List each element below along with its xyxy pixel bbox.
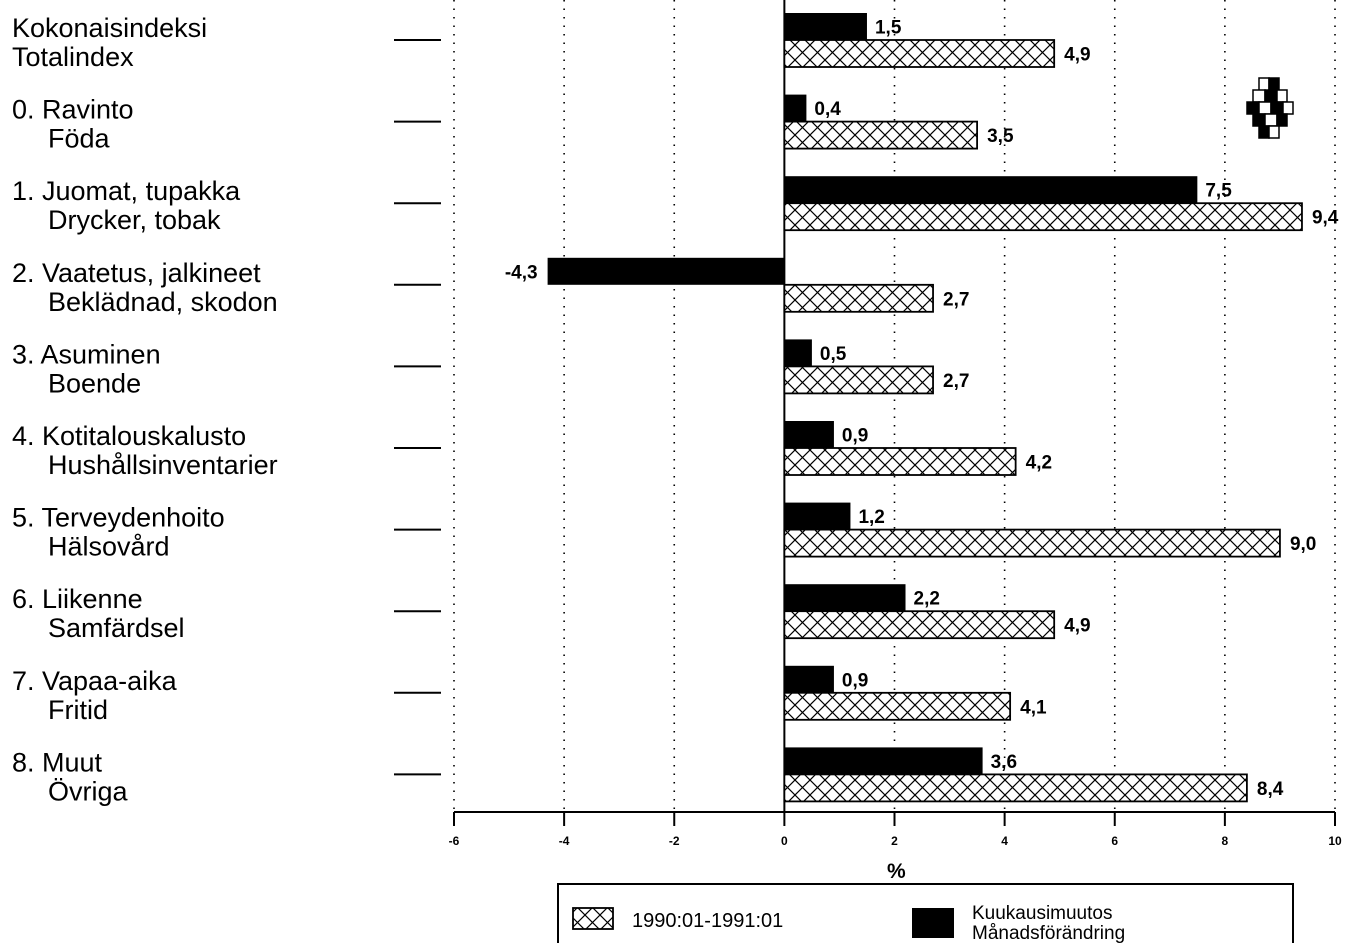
- category-label-line2: Drycker, tobak: [48, 205, 221, 235]
- bar-annual-change: [783, 528, 1281, 558]
- bar-monthly-change: [784, 502, 851, 530]
- legend: 1990:01-1991:01 KuukausimuutosMånadsförän…: [557, 883, 1294, 943]
- bars: [547, 13, 1303, 803]
- data-label-annual-change: 4,9: [1064, 45, 1090, 66]
- category-label-line2: Boende: [48, 368, 141, 398]
- category-label-line2: Övriga: [48, 776, 129, 806]
- bar-monthly-change: [784, 421, 834, 448]
- legend-label-annual: 1990:01-1991:01: [632, 910, 783, 932]
- bar-monthly-change: [784, 339, 812, 367]
- category-label-line2: Hälsovård: [48, 532, 170, 562]
- bar-annual-change: [783, 447, 1017, 476]
- bar-annual-change: [783, 365, 934, 395]
- data-label-annual-change: 8,4: [1257, 779, 1284, 800]
- category-label-line2: Samfärdsel: [48, 613, 185, 643]
- category-label-line1: Kokonaisindeksi: [12, 13, 207, 43]
- data-label-monthly-change: -4,3: [505, 262, 538, 283]
- data-label-monthly-change: 0,9: [842, 670, 868, 691]
- category-label-line2: Beklädnad, skodon: [48, 287, 278, 317]
- legend-swatch-annual: [572, 907, 614, 930]
- category-label-line2: Hushållsinventarier: [48, 450, 278, 480]
- bar-annual-change: [783, 773, 1248, 803]
- bar-monthly-change: [784, 584, 906, 612]
- data-label-monthly-change: 0,9: [842, 426, 868, 447]
- category-label-line1: 5. Terveydenhoito: [12, 503, 225, 533]
- bar-monthly-change: [547, 257, 785, 285]
- category-label-line1: 6. Liikenne: [12, 584, 143, 614]
- bar-annual-change: [783, 39, 1056, 68]
- bar-monthly-change: [784, 665, 834, 693]
- category-label-line1: 1. Juomat, tupakka: [12, 176, 241, 206]
- x-axis-title: %: [887, 860, 906, 883]
- category-label-line2: Föda: [48, 124, 111, 154]
- bar-annual-change: [783, 120, 978, 150]
- data-label-annual-change: 9,4: [1312, 208, 1339, 229]
- data-label-monthly-change: 0,4: [814, 99, 841, 120]
- data-label-monthly-change: 7,5: [1205, 181, 1232, 202]
- x-tick-label: -4: [559, 834, 570, 848]
- legend-label-monthly-line2: Månadsförändring: [972, 923, 1125, 943]
- bar-annual-change: [783, 283, 934, 313]
- data-label-annual-change: 9,0: [1290, 534, 1316, 555]
- data-label-monthly-change: 1,2: [858, 507, 884, 528]
- category-label-line1: 8. Muut: [12, 747, 103, 777]
- bar-annual-change: [783, 202, 1303, 232]
- statistics-logo-icon: [1246, 77, 1294, 139]
- x-tick-label: 6: [1111, 834, 1118, 848]
- x-tick-label: 2: [891, 834, 898, 848]
- bar-monthly-change: [784, 94, 807, 122]
- x-tick-label: 0: [781, 834, 788, 848]
- data-label-annual-change: 2,7: [943, 289, 969, 310]
- x-tick-label: 10: [1328, 834, 1342, 848]
- bar-monthly-change: [784, 747, 983, 775]
- category-label-line1: 4. Kotitalouskalusto: [12, 421, 246, 451]
- x-tick-label: -2: [669, 834, 680, 848]
- x-tick-label: -6: [449, 834, 460, 848]
- legend-swatch-monthly: [912, 908, 954, 938]
- data-label-monthly-change: 3,6: [991, 752, 1017, 773]
- data-label-annual-change: 4,2: [1026, 453, 1052, 474]
- x-tick-label: 4: [1001, 834, 1008, 848]
- data-label-annual-change: 2,7: [943, 371, 969, 392]
- data-label-monthly-change: 2,2: [914, 589, 940, 610]
- bar-monthly-change: [784, 176, 1198, 204]
- category-label-line1: 3. Asuminen: [12, 339, 161, 369]
- category-label-line1: 2. Vaatetus, jalkineet: [12, 258, 261, 288]
- data-label-annual-change: 4,1: [1020, 697, 1047, 718]
- category-label-line2: Totalindex: [12, 42, 134, 72]
- legend-label-monthly-line1: Kuukausimuutos: [972, 903, 1112, 924]
- x-axis: -6 -4 -2 0 2 4 6 8 10%: [449, 811, 1342, 883]
- bar-monthly-change: [784, 13, 867, 40]
- category-label-line1: 7. Vapaa-aika: [12, 666, 178, 696]
- category-label-line1: 0. Ravinto: [12, 95, 134, 125]
- x-tick-label: 8: [1222, 834, 1229, 848]
- data-label-annual-change: 3,5: [987, 126, 1014, 147]
- data-label-monthly-change: 0,5: [820, 344, 847, 365]
- bar-annual-change: [783, 691, 1012, 721]
- bar-annual-change: [783, 610, 1056, 640]
- category-label-line2: Fritid: [48, 695, 108, 725]
- data-labels: 1,5 4,9 0,4 3,5 7,5 9,4 -4,3 2,7 0,5 2,7 0,9 4,2 1,2…: [505, 18, 1339, 800]
- data-label-monthly-change: 1,5: [875, 18, 902, 39]
- data-label-annual-change: 4,9: [1064, 616, 1090, 637]
